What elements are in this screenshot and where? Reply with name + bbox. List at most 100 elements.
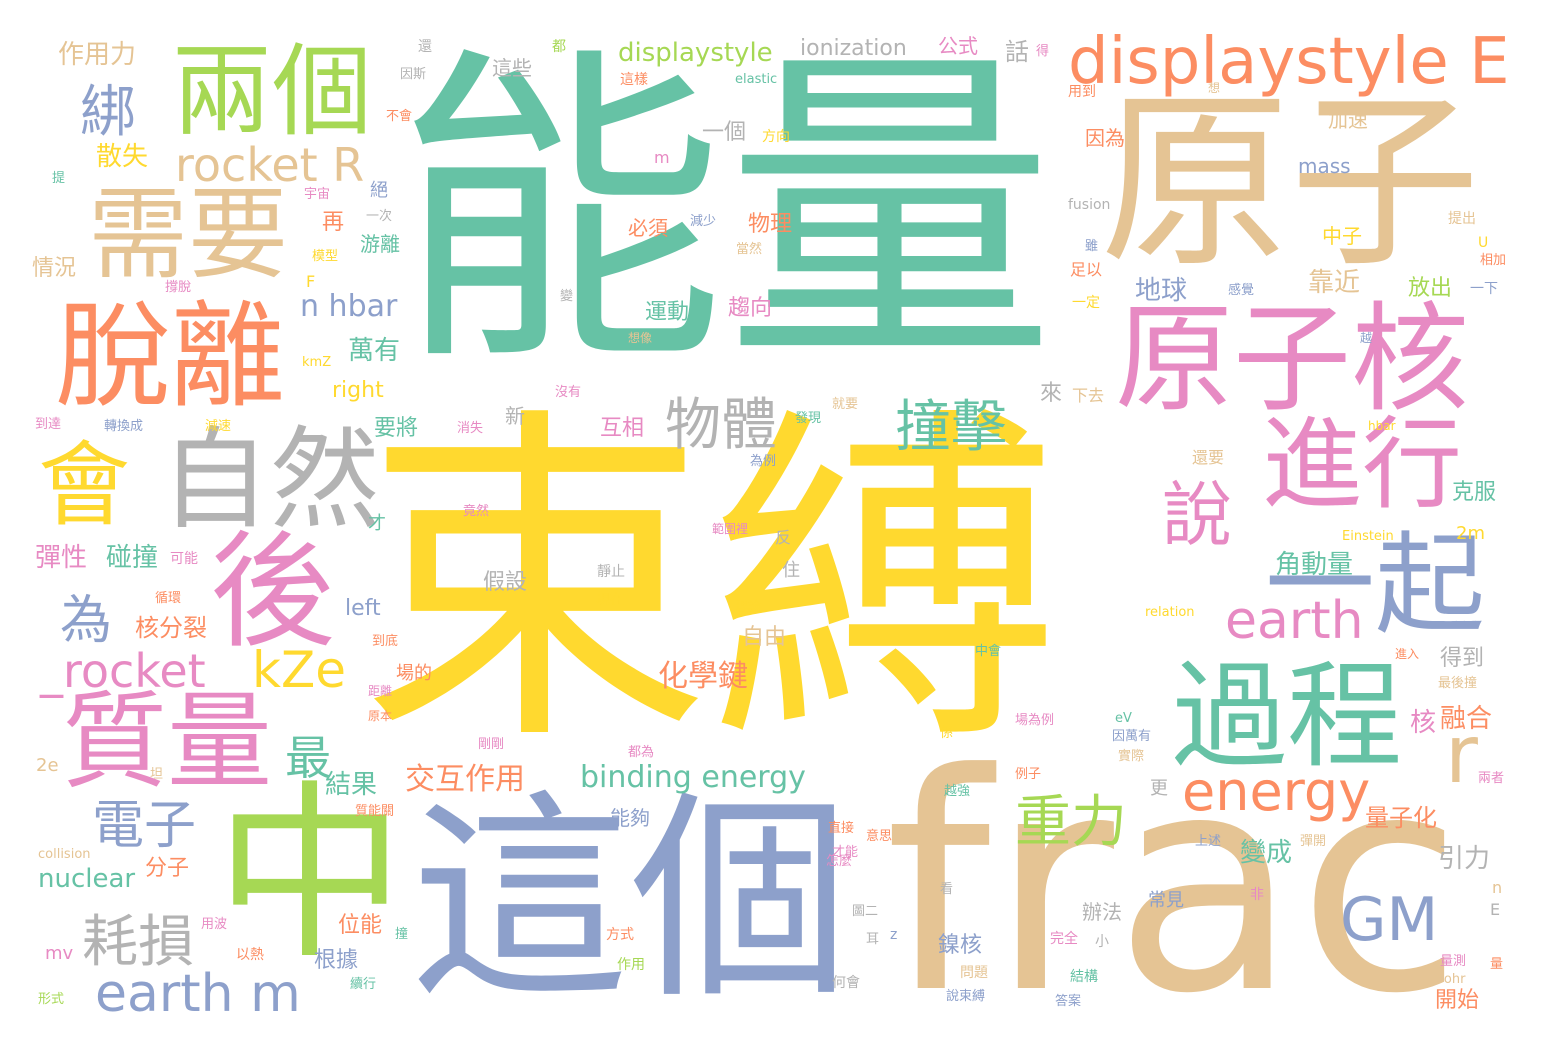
word-jia-su: 加速 xyxy=(1328,108,1368,132)
word-li-zi: 例子 xyxy=(1015,767,1042,782)
word-bian: 變 xyxy=(560,289,574,304)
word-mv: mv xyxy=(45,943,74,964)
word-yu-zhou: 宇宙 xyxy=(304,187,331,202)
word-kze: kZe xyxy=(252,641,346,699)
word-zhong: 中 xyxy=(215,764,406,985)
word-liang-ce: 量測 xyxy=(1440,954,1467,969)
word-xia-qu: 下去 xyxy=(1072,386,1105,405)
word-fen-zi: 分子 xyxy=(145,856,190,881)
word-yin-wan-you: 因萬有 xyxy=(1112,729,1152,744)
word-u-small: U xyxy=(1478,235,1489,251)
word-dao-da: 到達 xyxy=(35,417,62,432)
word-yin-li: 引力 xyxy=(1438,844,1491,874)
word-xian-zai: 現在 xyxy=(596,592,624,608)
word-yi-re: 以熱 xyxy=(236,947,264,963)
word-yi-si: 意思 xyxy=(866,829,893,844)
word-ju-li: 距離 xyxy=(368,684,393,698)
word-hu-xiang: 互相 xyxy=(600,416,645,441)
word-collision: collision xyxy=(38,847,91,862)
word-zui-hou-zhuang: 最後撞 xyxy=(1438,676,1478,691)
word-jin-xing: 進行 xyxy=(1262,406,1462,523)
word-hao-sun: 耗損 xyxy=(82,910,194,975)
word-de: 得 xyxy=(1036,44,1050,59)
word-jin-ru: 進入 xyxy=(1395,647,1420,661)
word-xu-xing: 續行 xyxy=(350,977,377,992)
word-binding-energy: binding energy xyxy=(580,760,806,795)
word-jiao-dong-liang: 角動量 xyxy=(1275,550,1354,580)
word-tan-kai: 彈開 xyxy=(1300,834,1327,849)
word-kai-shi: 開始 xyxy=(1435,988,1480,1013)
word-yin-si: 因斯 xyxy=(400,67,427,82)
word-e-small: E xyxy=(1490,900,1501,919)
word-liang: 量 xyxy=(1490,957,1504,972)
word-tan-xing: 彈性 xyxy=(35,543,88,573)
word-jian-su: 減速 xyxy=(205,419,232,434)
word-qing-kuang: 情況 xyxy=(32,256,77,281)
word-xiang-jia: 相加 xyxy=(1480,253,1507,268)
word-shi-ji: 實際 xyxy=(1118,749,1145,764)
word-dian-zi: 電子 xyxy=(92,796,197,856)
word-fa-xian: 發現 xyxy=(795,411,822,426)
word-zhi-neng-guan: 質能關 xyxy=(355,804,395,819)
word-gong-shi: 公式 xyxy=(938,34,978,58)
word-dou-wei: 都為 xyxy=(628,745,655,760)
word-yi-ding: 一定 xyxy=(1072,295,1100,311)
word-zai: 再 xyxy=(322,210,345,235)
word-huan: 還 xyxy=(418,39,432,55)
word-xun-huan: 循環 xyxy=(155,591,182,606)
word-nuclear: nuclear xyxy=(38,864,136,894)
word-lai: 來 xyxy=(1040,381,1063,406)
word-zi-ran: 自然 xyxy=(160,416,380,544)
word-energy: energy xyxy=(1182,760,1371,823)
word-xin: 新 xyxy=(505,404,525,428)
word-earth-m: earth m xyxy=(95,964,301,1024)
word-wan-quan: 完全 xyxy=(1050,931,1078,947)
word-yuan-zi-he: 原子核 xyxy=(1115,290,1470,428)
word-xiao-shi: 消失 xyxy=(457,421,484,436)
word-zhe-xie: 這些 xyxy=(492,56,532,80)
word-nie-he: 鎳核 xyxy=(938,933,983,958)
word-einstein: Einstein xyxy=(1342,529,1394,544)
word-ionization: ionization xyxy=(800,36,907,61)
word-fei: 非 xyxy=(1250,887,1264,903)
word-gang-gang: 剛剛 xyxy=(478,737,505,752)
word-zhuang: 撞 xyxy=(395,927,409,942)
word-wei: 為 xyxy=(60,591,113,651)
word-fang-chu: 放出 xyxy=(1408,276,1453,301)
word-yao-jiang: 要將 xyxy=(374,416,419,441)
word-right: right xyxy=(332,378,384,403)
word-er: 耳 xyxy=(866,932,880,947)
word-jiu-yao: 就要 xyxy=(832,397,859,412)
word-cheng-tuo: 撐脫 xyxy=(165,280,192,295)
word-ev: eV xyxy=(1115,711,1132,726)
word-2m: 2m xyxy=(1456,523,1485,544)
word-fang-shi: 方式 xyxy=(606,927,634,943)
word-xi: 係 xyxy=(940,726,954,741)
word-kmz: kmZ xyxy=(302,355,332,370)
word-hou: 後 xyxy=(210,520,335,665)
word-mo-xing: 模型 xyxy=(312,249,339,264)
word-xiao: 小 xyxy=(1095,934,1109,950)
word-n-small: n xyxy=(1492,878,1503,897)
word-neng-liang: 能量 xyxy=(395,21,1055,405)
word-li-lun: 理論 xyxy=(735,600,762,615)
word-yi-xia: 一下 xyxy=(1470,281,1498,297)
word-dang-ran: 當然 xyxy=(736,242,763,257)
word-jing-zhi: 靜止 xyxy=(597,564,625,580)
word-wei-li: 為例 xyxy=(750,454,777,469)
word-yun-dong: 運動 xyxy=(645,300,690,325)
word-bohr: Bohr xyxy=(1435,972,1466,987)
word-yi-ge: 一個 xyxy=(702,120,747,145)
word-rocket-r: rocket R xyxy=(175,138,365,192)
word-shang-shu: 上述 xyxy=(1195,834,1222,849)
word-cai: 才 xyxy=(368,513,386,534)
word-shuo-shu-fu: 說束縛 xyxy=(946,989,986,1004)
word-kan: 看 xyxy=(940,882,954,897)
word-zu-yi: 足以 xyxy=(1070,260,1103,279)
word-hua: 話 xyxy=(1005,38,1029,66)
word-r: r xyxy=(1445,708,1478,801)
word-zhi-liang: 質量 xyxy=(62,681,273,803)
word-yong-dao: 用到 xyxy=(1068,84,1096,100)
word-wan-you: 萬有 xyxy=(348,336,401,366)
